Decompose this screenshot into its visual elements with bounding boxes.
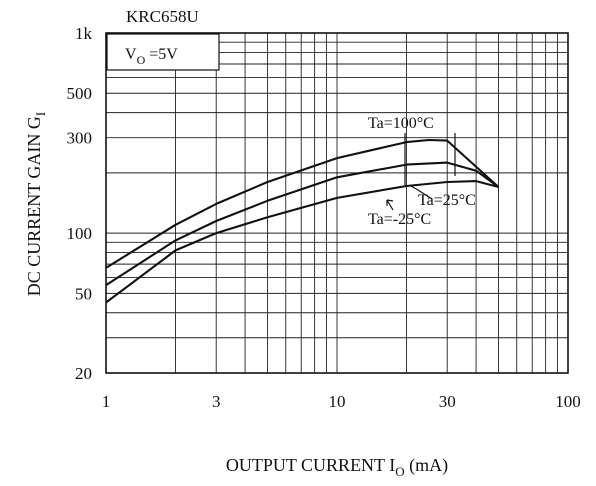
series-label-ta-25c: Ta=25°C [418,192,476,209]
plot-frame [105,32,569,374]
y-tick-label: 300 [67,129,93,148]
y-tick-label: 1k [75,24,93,43]
series-label-ta-minus-25c: Ta=-25°C [368,211,431,228]
y-axis-label: DC CURRENT GAIN GI [24,112,48,297]
y-tick-label: 500 [67,84,93,103]
pointer-ta-25c [410,185,433,200]
x-tick-labels: 1 3 10 30 100 [102,392,581,411]
y-tick-label: 50 [75,284,92,303]
x-tick-label: 1 [102,392,111,411]
y-tick-labels: 20 50 100 300 500 1k [67,24,93,383]
condition-box [106,33,220,71]
x-tick-label: 30 [439,392,456,411]
series-line-2 [105,180,499,304]
curves [105,138,500,304]
series-line-0 [105,138,500,269]
chart-title: KRC658U [126,7,199,26]
x-tick-label: 3 [212,392,221,411]
series-label-ta-100c: Ta=100°C [368,115,434,132]
x-axis-label: OUTPUT CURRENT IO (mA) [226,455,448,479]
x-tick-label: 10 [329,392,346,411]
grid [106,33,568,373]
y-tick-label: 100 [67,224,93,243]
series-line-1 [105,161,500,286]
y-tick-label: 20 [75,364,92,383]
x-tick-label: 100 [555,392,581,411]
pointer-ta-minus-25c [386,199,394,211]
annotation-pointers [386,133,456,211]
